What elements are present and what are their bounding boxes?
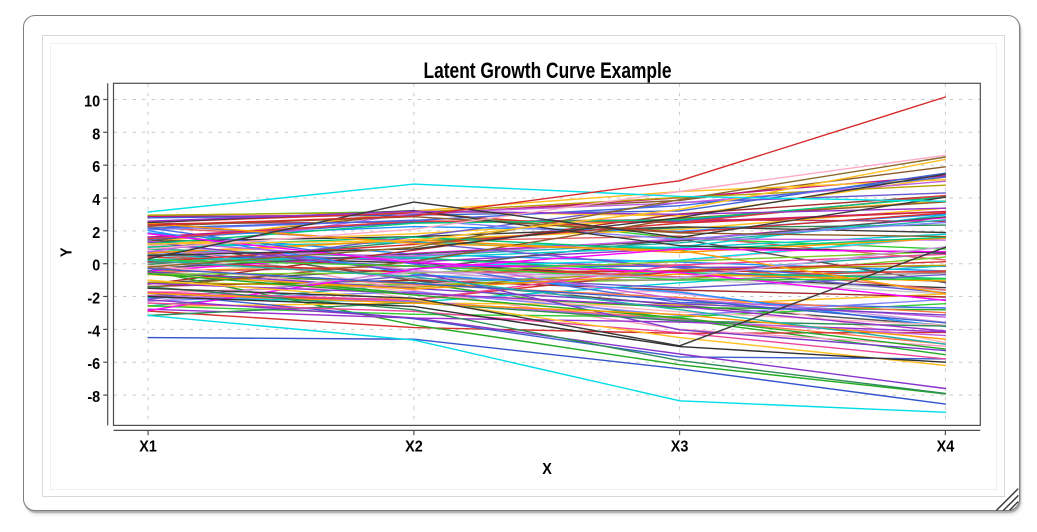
svg-text:Latent Growth Curve Example: Latent Growth Curve Example (423, 59, 671, 83)
svg-text:-8: -8 (87, 388, 100, 406)
svg-text:0: 0 (92, 257, 100, 275)
svg-text:6: 6 (92, 159, 100, 177)
svg-text:X2: X2 (405, 438, 423, 456)
svg-text:Y: Y (58, 247, 76, 257)
svg-text:X4: X4 (937, 438, 955, 456)
svg-text:X: X (542, 460, 552, 478)
svg-text:2: 2 (92, 224, 100, 242)
svg-text:8: 8 (92, 126, 100, 144)
svg-text:-4: -4 (87, 323, 100, 341)
svg-text:-2: -2 (87, 290, 100, 308)
svg-text:10: 10 (84, 93, 100, 111)
svg-text:-6: -6 (87, 356, 100, 374)
svg-text:X3: X3 (671, 438, 689, 456)
svg-text:X1: X1 (139, 438, 157, 456)
svg-text:4: 4 (92, 191, 101, 209)
